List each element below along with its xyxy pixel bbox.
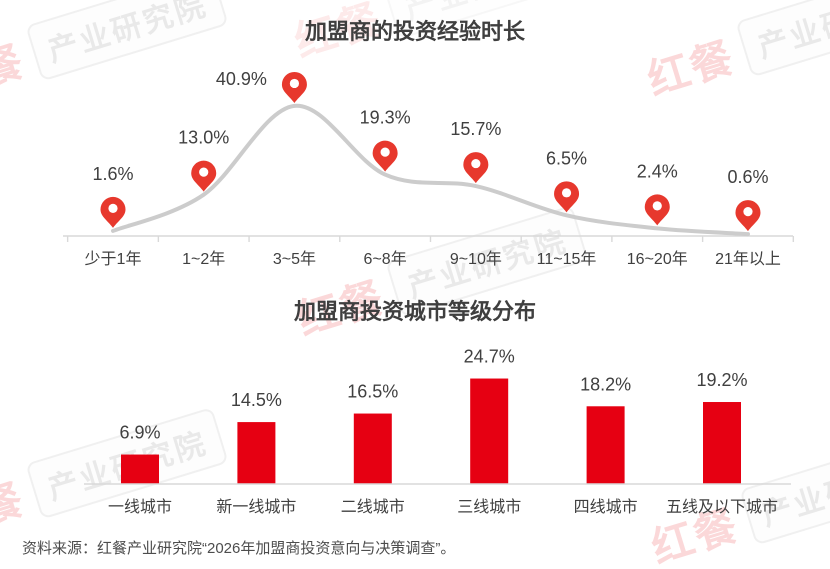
- map-pin-hole: [289, 78, 300, 89]
- data-label: 19.2%: [696, 370, 747, 390]
- x-axis-label: 11~15年: [537, 250, 597, 268]
- experience-curve: [111, 103, 750, 237]
- data-label: 1.6%: [92, 164, 133, 184]
- x-axis-label: 1~2年: [182, 250, 225, 268]
- bar: [586, 406, 625, 484]
- map-pin-hole: [108, 203, 118, 214]
- data-label: 40.9%: [216, 69, 267, 89]
- bar: [237, 422, 276, 484]
- x-axis-label: 3~5年: [273, 250, 316, 268]
- map-pin-hole: [199, 167, 209, 177]
- data-label: 15.7%: [450, 119, 501, 139]
- map-pin-hole: [561, 188, 572, 198]
- data-label: 24.7%: [464, 347, 515, 367]
- map-pin-hole: [652, 201, 662, 211]
- x-axis-label: 21年以上: [715, 250, 781, 268]
- data-label: 6.9%: [119, 423, 160, 443]
- source-note: 资料来源：红餐产业研究院“2026年加盟商投资意向与决策调查”。: [22, 540, 456, 557]
- data-label: 16.5%: [347, 382, 398, 402]
- data-label: 6.5%: [546, 148, 587, 168]
- data-label: 2.4%: [637, 161, 678, 181]
- x-axis-label: 四线城市: [574, 498, 638, 516]
- bar: [470, 378, 509, 484]
- bar: [353, 413, 392, 484]
- data-label: 19.3%: [360, 108, 411, 128]
- data-label: 0.6%: [727, 167, 768, 187]
- experience-line-chart: 1.6% 少于1年 13.0% 1~2年 40.9% 3~5年 19.3% 6~8年 15.7%…: [63, 69, 795, 268]
- x-axis-label: 一线城市: [108, 498, 172, 516]
- x-axis-label: 9~10年: [450, 250, 502, 268]
- data-label: 14.5%: [231, 390, 282, 410]
- bar: [121, 454, 159, 484]
- map-pin-hole: [380, 147, 390, 157]
- citytier-chart-title: 加盟商投资城市等级分布: [293, 299, 536, 324]
- x-axis-label: 少于1年: [85, 250, 142, 268]
- data-label: 13.0%: [178, 128, 229, 148]
- map-pin-hole: [743, 206, 753, 217]
- x-axis-label: 16~20年: [627, 250, 688, 268]
- x-axis-label: 新一线城市: [216, 498, 296, 516]
- experience-chart-title: 加盟商的投资经验时长: [304, 19, 525, 44]
- x-axis-label: 6~8年: [364, 250, 407, 268]
- citytier-bar-chart: 6.9% 一线城市 14.5% 新一线城市 16.5% 二线城市 24.7% 三线城市 18.2…: [84, 347, 791, 516]
- x-axis-label: 三线城市: [457, 498, 521, 516]
- data-label: 18.2%: [580, 374, 631, 394]
- x-axis-label: 二线城市: [341, 498, 405, 516]
- x-axis-label: 五线及以下城市: [666, 498, 778, 516]
- map-pin-hole: [471, 158, 481, 169]
- bar: [703, 402, 741, 484]
